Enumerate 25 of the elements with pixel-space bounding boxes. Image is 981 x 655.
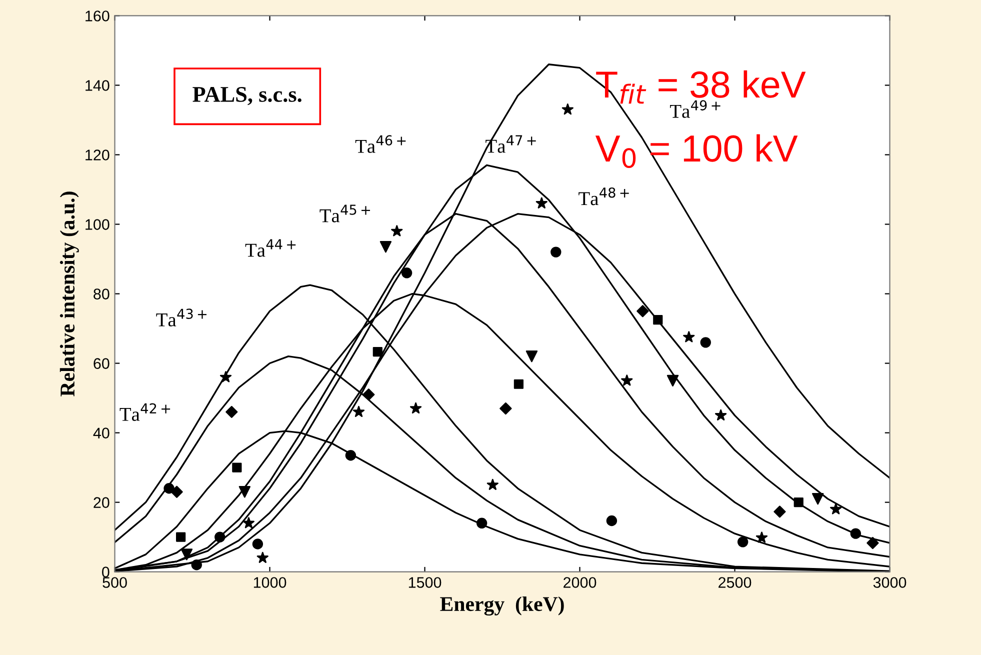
annotation: Ta$^{44+}$ <box>245 239 296 257</box>
annotation: V$_{0}$ = 100 kV <box>595 134 798 168</box>
annotation: Ta$^{45+}$ <box>320 204 370 222</box>
x-tick-label: 1500 <box>408 577 442 588</box>
y-tick-label: 160 <box>86 10 110 22</box>
x-tick-label: 3000 <box>873 577 906 588</box>
annotation: Ta$^{46+}$ <box>355 135 406 153</box>
x-axis-title: Energy (keV) <box>440 596 564 616</box>
y-tick-label: 0 <box>102 566 110 578</box>
y-tick-label: 40 <box>93 428 110 438</box>
x-tick-label: 2000 <box>564 577 596 588</box>
y-tick-label: 60 <box>94 358 110 369</box>
y-axis-title: Relative intensity (a.u.) <box>60 192 79 396</box>
x-tick-label: 2500 <box>718 577 752 588</box>
annotation: Ta$^{42+}$ <box>120 403 170 421</box>
x-tick-label: 500 <box>102 577 127 588</box>
annotation: Ta$^{48+}$ <box>578 187 629 206</box>
y-tick-label: 100 <box>86 219 110 230</box>
y-tick-label: 140 <box>86 80 110 91</box>
annotation: Ta$^{43+}$ <box>156 308 206 326</box>
y-tick-label: 80 <box>94 288 110 300</box>
x-tick-label: 1000 <box>254 577 286 588</box>
y-tick-label: 20 <box>94 497 110 508</box>
y-tick-label: 120 <box>86 150 110 160</box>
annotation: PALS, s.c.s. <box>192 86 302 106</box>
